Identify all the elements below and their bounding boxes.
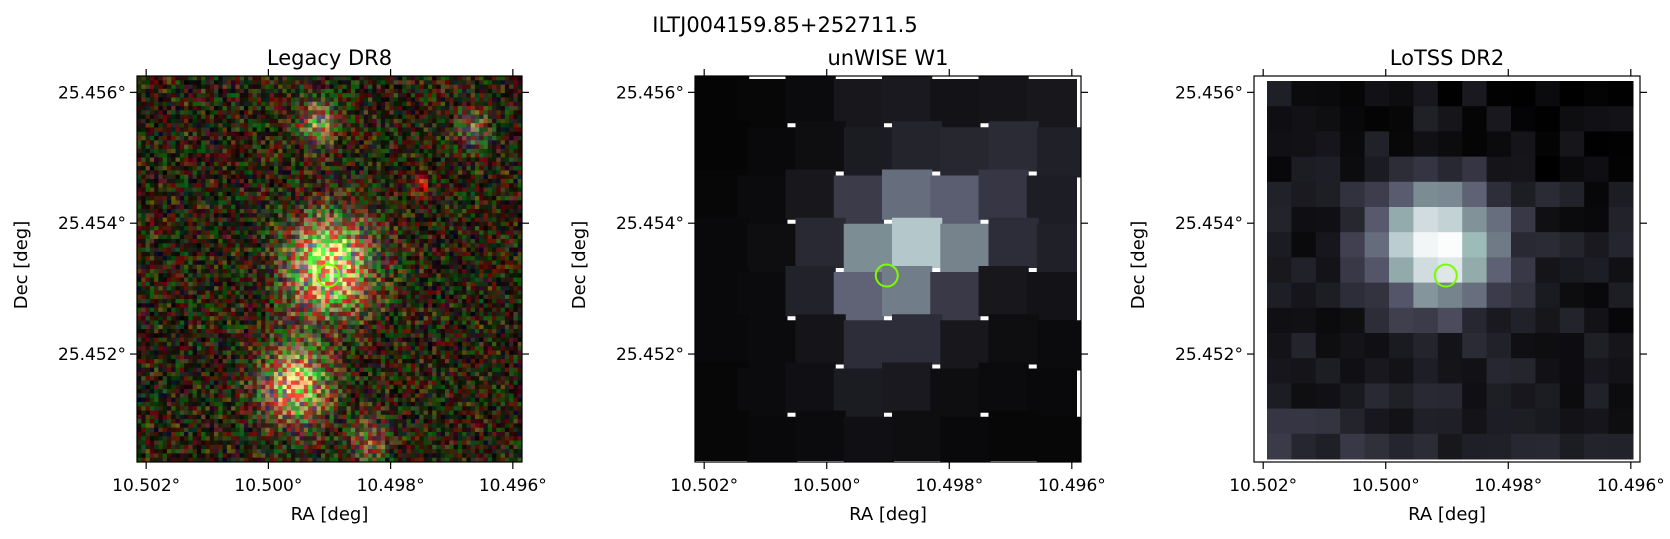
x-tick-label: 10.498° <box>915 476 983 496</box>
panel-image <box>695 76 1081 462</box>
axes-frame <box>136 75 523 463</box>
y-tick-label: 25.454° <box>616 214 684 234</box>
axes-frame <box>694 75 1082 463</box>
x-tick-label: 10.500° <box>1352 476 1420 496</box>
x-tick-label: 10.502° <box>112 476 180 496</box>
y-tick-label: 25.454° <box>1175 214 1243 234</box>
panel-3: 10.502° 10.500° 10.498° 10.496° 25.456° 25.45… <box>1128 46 1665 525</box>
panel-1: 10.502° 10.500° 10.498° 10.496° 25.456° 25.45… <box>11 46 547 525</box>
x-axis-label: RA [deg] <box>849 504 927 525</box>
x-tick-label: 10.502° <box>670 476 738 496</box>
y-tick-label: 25.452° <box>58 345 126 365</box>
source-marker-circle <box>316 263 341 288</box>
x-tick-label: 10.496° <box>1038 476 1106 496</box>
x-tick-label: 10.498° <box>357 476 425 496</box>
panel-2: 10.502° 10.500° 10.498° 10.496° 25.456° 25.45… <box>569 46 1106 525</box>
panel-title: Legacy DR8 <box>267 46 392 70</box>
figure-title: ILTJ004159.85+252711.5 <box>652 13 917 37</box>
panel-title: LoTSS DR2 <box>1390 46 1504 70</box>
x-tick-label: 10.496° <box>1597 476 1665 496</box>
x-tick-label: 10.498° <box>1474 476 1542 496</box>
panel-image <box>137 76 522 462</box>
source-marker-circle <box>1433 263 1458 288</box>
y-tick-label: 25.456° <box>58 83 126 103</box>
y-tick-label: 25.452° <box>616 345 684 365</box>
x-tick-label: 10.502° <box>1229 476 1297 496</box>
y-tick-label: 25.452° <box>1175 345 1243 365</box>
y-tick-label: 25.456° <box>616 83 684 103</box>
y-tick-label: 25.456° <box>1175 83 1243 103</box>
y-axis-label: Dec [deg] <box>569 221 590 310</box>
x-tick-label: 10.500° <box>234 476 302 496</box>
panel-title: unWISE W1 <box>828 46 949 70</box>
source-marker-circle <box>874 263 899 288</box>
x-axis-label: RA [deg] <box>1408 504 1486 525</box>
x-tick-label: 10.496° <box>479 476 547 496</box>
y-axis-label: Dec [deg] <box>1128 221 1149 310</box>
y-axis-label: Dec [deg] <box>11 221 32 310</box>
x-axis-label: RA [deg] <box>291 504 369 525</box>
x-tick-label: 10.500° <box>793 476 861 496</box>
axes-frame <box>1253 75 1641 463</box>
panel-image <box>1254 76 1640 462</box>
y-tick-label: 25.454° <box>58 214 126 234</box>
